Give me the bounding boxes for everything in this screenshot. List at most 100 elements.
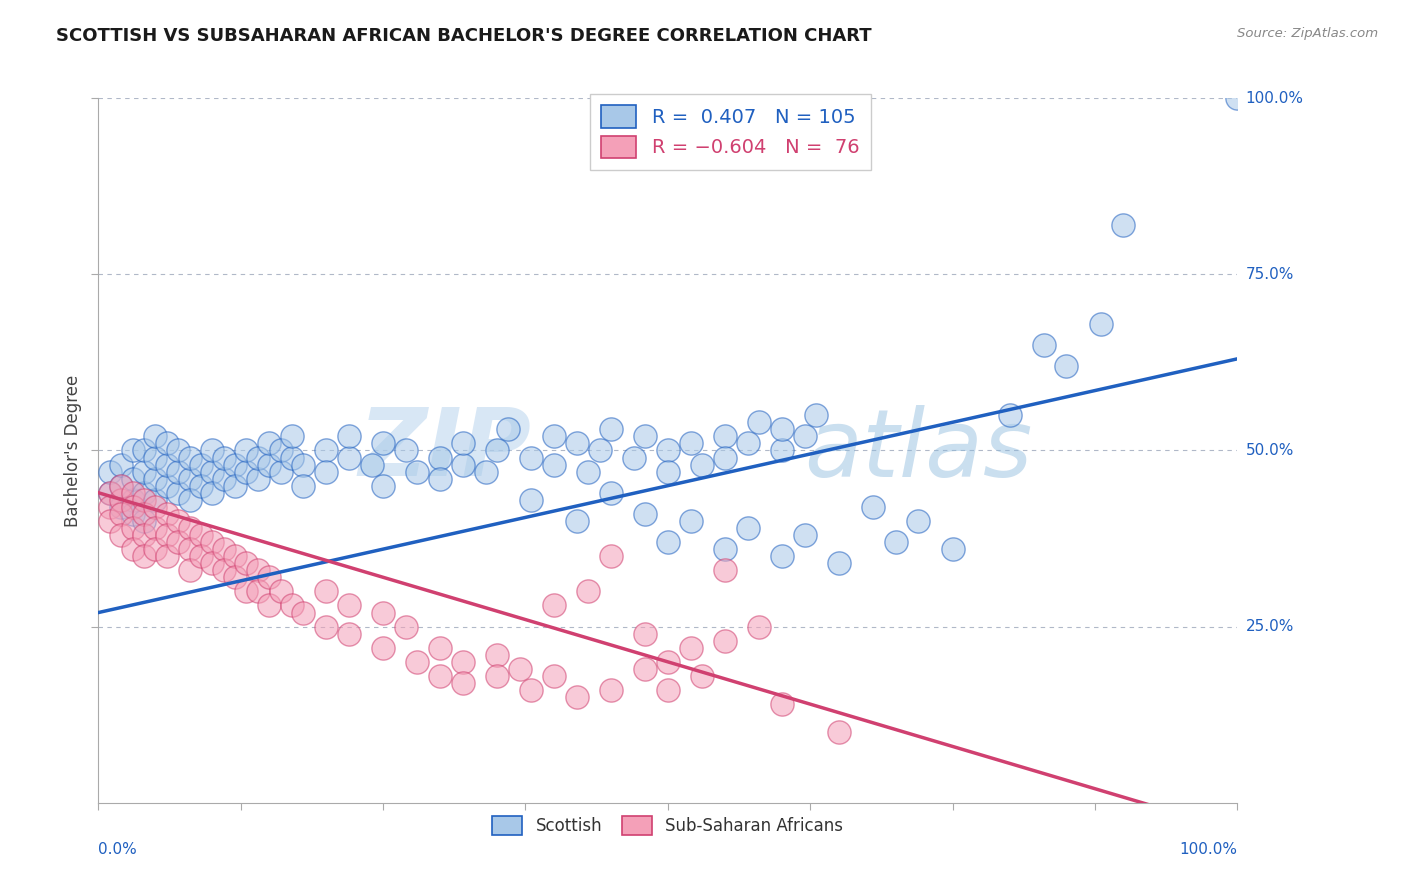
Point xyxy=(292,606,315,620)
Point xyxy=(201,443,224,458)
Point xyxy=(224,549,246,564)
Point xyxy=(246,450,269,465)
Point xyxy=(429,472,451,486)
Point xyxy=(600,485,623,500)
Text: 100.0%: 100.0% xyxy=(1246,91,1303,105)
Point xyxy=(337,626,360,640)
Point xyxy=(498,422,520,436)
Text: SCOTTISH VS SUBSAHARAN AFRICAN BACHELOR'S DEGREE CORRELATION CHART: SCOTTISH VS SUBSAHARAN AFRICAN BACHELOR'… xyxy=(56,27,872,45)
Point xyxy=(623,450,645,465)
Point xyxy=(212,450,235,465)
Point xyxy=(714,563,737,577)
Point xyxy=(1112,218,1135,232)
Point xyxy=(371,640,394,655)
Point xyxy=(600,422,623,436)
Point xyxy=(132,507,155,521)
Point xyxy=(259,570,281,584)
Point xyxy=(259,599,281,613)
Point xyxy=(1090,317,1112,331)
Point xyxy=(509,662,531,676)
Point xyxy=(737,436,759,450)
Point xyxy=(770,697,793,711)
Point xyxy=(793,528,815,542)
Point xyxy=(190,528,212,542)
Point xyxy=(565,436,588,450)
Point xyxy=(1054,359,1078,373)
Point xyxy=(1226,91,1249,105)
Point xyxy=(121,500,143,514)
Text: atlas: atlas xyxy=(804,405,1033,496)
Point xyxy=(395,443,418,458)
Point xyxy=(235,584,257,599)
Point xyxy=(246,584,269,599)
Point xyxy=(451,436,474,450)
Point xyxy=(657,655,679,669)
Point xyxy=(770,422,793,436)
Point xyxy=(167,485,190,500)
Point xyxy=(110,458,132,472)
Point xyxy=(145,429,167,443)
Point xyxy=(714,429,737,443)
Point xyxy=(770,549,793,564)
Point xyxy=(224,458,246,472)
Point xyxy=(132,514,155,528)
Point xyxy=(690,458,713,472)
Point xyxy=(714,542,737,557)
Point xyxy=(406,655,429,669)
Point xyxy=(337,429,360,443)
Point xyxy=(657,465,679,479)
Point xyxy=(281,429,304,443)
Point xyxy=(145,542,167,557)
Point xyxy=(942,542,965,557)
Point xyxy=(201,465,224,479)
Point xyxy=(259,436,281,450)
Point xyxy=(98,485,121,500)
Point xyxy=(406,465,429,479)
Point xyxy=(145,521,167,535)
Point xyxy=(770,443,793,458)
Point xyxy=(1032,338,1054,352)
Point xyxy=(121,443,143,458)
Point xyxy=(110,507,132,521)
Point xyxy=(634,507,657,521)
Point xyxy=(600,549,623,564)
Point xyxy=(451,458,474,472)
Point xyxy=(315,584,337,599)
Point xyxy=(543,599,565,613)
Point xyxy=(679,640,702,655)
Y-axis label: Bachelor's Degree: Bachelor's Degree xyxy=(63,375,82,526)
Text: 100.0%: 100.0% xyxy=(1180,841,1237,856)
Point xyxy=(98,485,121,500)
Point xyxy=(156,549,179,564)
Point xyxy=(690,669,713,683)
Point xyxy=(474,465,496,479)
Point xyxy=(145,492,167,507)
Point xyxy=(156,528,179,542)
Point xyxy=(212,472,235,486)
Point xyxy=(132,549,155,564)
Point xyxy=(224,478,246,492)
Point xyxy=(600,683,623,698)
Point xyxy=(235,443,257,458)
Point xyxy=(793,429,815,443)
Point xyxy=(190,458,212,472)
Point xyxy=(429,640,451,655)
Point xyxy=(520,683,543,698)
Point xyxy=(486,648,509,662)
Point xyxy=(828,556,851,570)
Point xyxy=(714,450,737,465)
Point xyxy=(395,619,418,633)
Point xyxy=(657,683,679,698)
Point xyxy=(748,415,770,429)
Point xyxy=(110,478,132,492)
Point xyxy=(737,521,759,535)
Legend: Scottish, Sub-Saharan Africans: Scottish, Sub-Saharan Africans xyxy=(484,808,852,844)
Point xyxy=(179,450,201,465)
Text: 75.0%: 75.0% xyxy=(1246,267,1294,282)
Point xyxy=(156,458,179,472)
Text: 0.0%: 0.0% xyxy=(98,841,138,856)
Point xyxy=(714,633,737,648)
Point xyxy=(179,492,201,507)
Point xyxy=(520,492,543,507)
Point xyxy=(315,619,337,633)
